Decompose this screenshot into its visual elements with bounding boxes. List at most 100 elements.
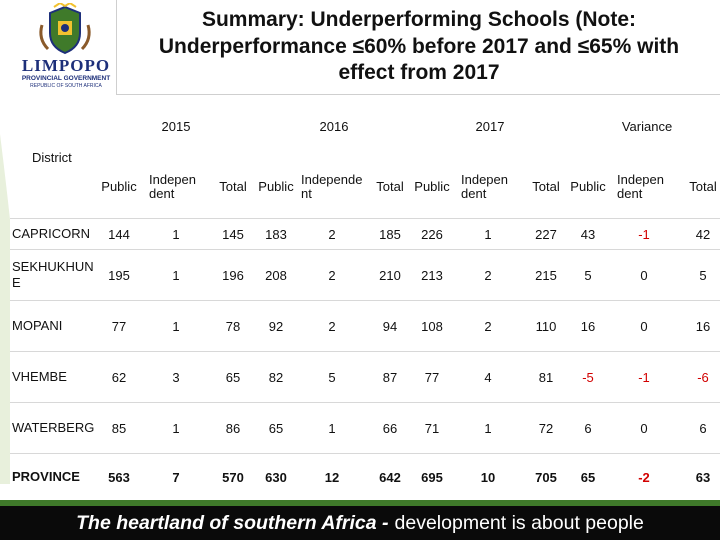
year-header: 2016: [256, 96, 412, 156]
value-cell: 87: [368, 351, 412, 403]
sub-header-independent-text: Independent: [301, 172, 363, 201]
value-cell: 5: [568, 249, 608, 301]
district-cell: CAPRICORN: [10, 218, 96, 250]
value-cell: 92: [256, 300, 296, 352]
value-cell: -1: [608, 351, 680, 403]
value-cell: 65: [210, 351, 256, 403]
value-cell: 227: [524, 218, 568, 250]
sub-header-independent: Independent: [608, 156, 680, 219]
limpopo-logo: LIMPOPO PROVINCIAL GOVERNMENT REPUBLIC O…: [0, 0, 132, 92]
value-cell: 563: [96, 453, 142, 501]
value-cell: 0: [608, 249, 680, 301]
district-cell: MOPANI: [10, 300, 96, 352]
value-cell: 1: [452, 402, 524, 454]
logo-country: REPUBLIC OF SOUTH AFRICA: [30, 83, 102, 89]
value-cell: -6: [680, 351, 720, 403]
value-cell: 210: [368, 249, 412, 301]
value-cell: 195: [96, 249, 142, 301]
sub-header-row: Public Independent Total Public Independ…: [10, 156, 720, 219]
value-cell: 2: [296, 300, 368, 352]
schools-table: 2015 2016 2017 Variance Public Independe…: [10, 96, 720, 501]
value-cell: 0: [608, 402, 680, 454]
value-cell: 86: [210, 402, 256, 454]
page-title: Summary: Underperforming Schools (Note: …: [158, 7, 680, 85]
value-cell: 0: [608, 300, 680, 352]
value-cell: 77: [96, 300, 142, 352]
value-cell: 5: [296, 351, 368, 403]
value-cell: 1: [142, 402, 210, 454]
value-cell: 16: [568, 300, 608, 352]
sub-header-independent-text: Independent: [149, 172, 196, 201]
table-row: CAPRICORN 144 1 145 183 2 185 226 1 227 43 -1 42: [10, 218, 720, 250]
year-header: 2017: [412, 96, 568, 156]
value-cell: -2: [608, 453, 680, 501]
value-cell: 1: [142, 249, 210, 301]
value-cell: 62: [96, 351, 142, 403]
value-cell: 77: [412, 351, 452, 403]
sub-header-total: Total: [524, 156, 568, 219]
value-cell: 10: [452, 453, 524, 501]
schools-table-container: District 2015 2016 2017 Variance Public …: [10, 96, 720, 501]
value-cell: 65: [568, 453, 608, 501]
sub-header-independent-text: Independent: [461, 172, 508, 201]
year-header: 2015: [96, 96, 256, 156]
value-cell: 72: [524, 402, 568, 454]
value-cell: 110: [524, 300, 568, 352]
district-cell: PROVINCE: [10, 453, 96, 501]
value-cell: 4: [452, 351, 524, 403]
value-cell: 12: [296, 453, 368, 501]
sub-header-public: Public: [412, 156, 452, 219]
value-cell: 1: [142, 300, 210, 352]
total-row: PROVINCE 563 7 570 630 12 642 695 10 705 65 -2 63: [10, 453, 720, 501]
table-row: WATERBERG 85 1 86 65 1 66 71 1 72 6 0 6: [10, 402, 720, 454]
value-cell: 16: [680, 300, 720, 352]
value-cell: 1: [452, 218, 524, 250]
value-cell: 81: [524, 351, 568, 403]
value-cell: 108: [412, 300, 452, 352]
district-column-header: [10, 156, 96, 219]
value-cell: 1: [296, 402, 368, 454]
value-cell: 66: [368, 402, 412, 454]
logo-subtitle: PROVINCIAL GOVERNMENT: [21, 75, 111, 82]
sub-header-independent: Independent: [452, 156, 524, 219]
table-row: MOPANI 77 1 78 92 2 94 108 2 110 16 0 16: [10, 300, 720, 352]
district-cell: SEKHUKHUNE: [10, 249, 96, 301]
value-cell: 82: [256, 351, 296, 403]
value-cell: 226: [412, 218, 452, 250]
footer-tagline-strong: The heartland of southern Africa -: [76, 511, 389, 534]
value-cell: 208: [256, 249, 296, 301]
sub-header-public: Public: [96, 156, 142, 219]
value-cell: 185: [368, 218, 412, 250]
value-cell: 5: [680, 249, 720, 301]
value-cell: 695: [412, 453, 452, 501]
value-cell: 6: [568, 402, 608, 454]
value-cell: 65: [256, 402, 296, 454]
value-cell: -1: [608, 218, 680, 250]
value-cell: 42: [680, 218, 720, 250]
sub-header-total: Total: [210, 156, 256, 219]
value-cell: -5: [568, 351, 608, 403]
value-cell: 705: [524, 453, 568, 501]
sub-header-independent: Independent: [296, 156, 368, 219]
value-cell: 570: [210, 453, 256, 501]
value-cell: 1: [142, 218, 210, 250]
district-cell: VHEMBE: [10, 351, 96, 403]
value-cell: 71: [412, 402, 452, 454]
value-cell: 7: [142, 453, 210, 501]
value-cell: 145: [210, 218, 256, 250]
year-header-row: 2015 2016 2017 Variance: [10, 96, 720, 156]
value-cell: 2: [452, 249, 524, 301]
value-cell: 144: [96, 218, 142, 250]
value-cell: 183: [256, 218, 296, 250]
value-cell: 215: [524, 249, 568, 301]
district-header: District: [32, 150, 72, 165]
value-cell: 78: [210, 300, 256, 352]
year-header: Variance: [568, 96, 720, 156]
logo-wordmark: LIMPOPO: [21, 56, 111, 75]
value-cell: 213: [412, 249, 452, 301]
footer-accent-bar: [0, 500, 720, 506]
sub-header-independent-text: Independent: [617, 172, 664, 201]
district-cell: WATERBERG: [10, 402, 96, 454]
header-corner: [10, 96, 96, 156]
coat-of-arms-icon: [39, 3, 91, 55]
